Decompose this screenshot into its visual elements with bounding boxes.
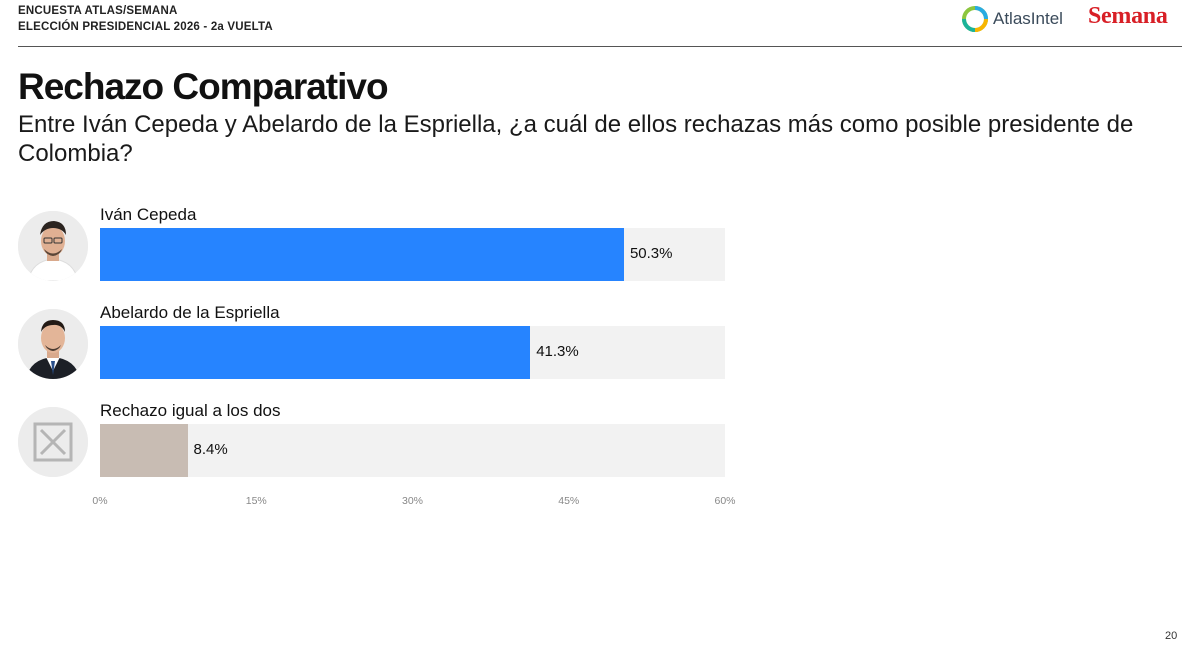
bar-track: 8.4%: [100, 424, 725, 477]
x-tick-label: 45%: [558, 495, 580, 507]
category-label: Rechazo igual a los dos: [100, 401, 281, 420]
bar-mark: [100, 326, 531, 379]
header-subtitle-1: ENCUESTA ATLAS/SEMANA: [18, 5, 178, 17]
bar-row-ambos: Rechazo igual a los dos 8.4%: [0, 401, 760, 491]
bar-track: 41.3%: [100, 326, 725, 379]
bar-track: 50.3%: [100, 228, 725, 281]
page-number: 20: [1165, 630, 1178, 642]
semana-logo: Semana: [1088, 3, 1168, 29]
x-tick-label: 60%: [714, 495, 736, 507]
data-label: 41.3%: [536, 343, 579, 360]
page-title: Rechazo Comparativo: [18, 66, 389, 107]
bar-mark: [100, 424, 188, 477]
atlasintel-logo: AtlasIntel: [962, 5, 1072, 33]
header-subtitle-2: ELECCIÓN PRESIDENCIAL 2026 - 2a VUELTA: [18, 21, 273, 33]
x-axis: 0% 15% 30% 45% 60%: [92, 495, 735, 509]
header-divider: [18, 46, 1182, 47]
survey-question: Entre Iván Cepeda y Abelardo de la Espri…: [18, 111, 1134, 167]
x-tick-label: 0%: [92, 495, 108, 507]
bar-row-espriella: Abelardo de la Espriella 41.3%: [0, 303, 760, 393]
category-label: Iván Cepeda: [100, 205, 197, 224]
avatar-abelardo-de-la-espriella: [18, 309, 88, 379]
atlas-logo-icon: [962, 6, 988, 32]
avatar-ivan-cepeda: [18, 211, 88, 281]
reject-both-icon: [18, 407, 88, 477]
x-tick-label: 30%: [401, 495, 424, 507]
data-label: 50.3%: [629, 245, 673, 262]
atlas-brand-text: AtlasIntel: [993, 9, 1063, 28]
x-tick-label: 15%: [245, 495, 267, 507]
data-label: 8.4%: [193, 441, 228, 458]
bar-mark: [100, 228, 624, 281]
bar-row-cepeda: Iván Cepeda 50.3%: [0, 205, 760, 295]
category-label: Abelardo de la Espriella: [100, 303, 280, 322]
